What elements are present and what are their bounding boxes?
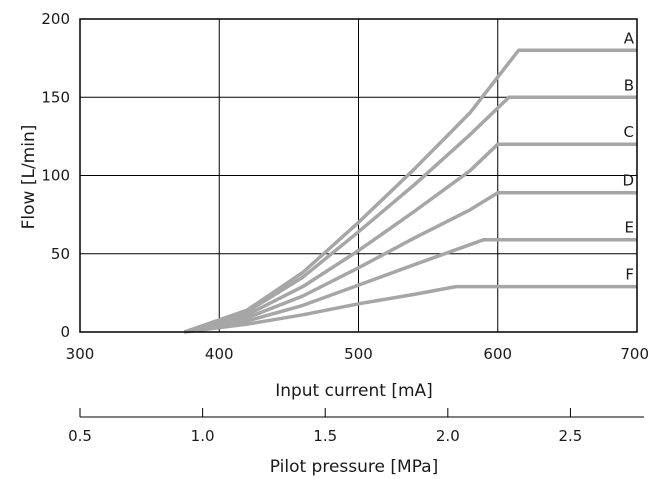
- y-tick-label: 50: [51, 245, 70, 263]
- series-line-f: [184, 284, 637, 334]
- secondary-tick-label: 0.5: [68, 427, 92, 445]
- series-line-d: [184, 190, 637, 334]
- y-tick-label: 150: [41, 88, 70, 106]
- y-tick-labels: 0 50 100 150 200: [41, 10, 70, 341]
- series-label-b: B: [624, 76, 634, 94]
- secondary-tick-label: 1.0: [191, 427, 215, 445]
- x-tick-label: 700: [620, 345, 649, 363]
- secondary-x-axis-title: Pilot pressure [MPa]: [270, 457, 438, 477]
- x-tick-label: 300: [66, 345, 95, 363]
- y-axis-title: Flow [L/min]: [19, 125, 39, 230]
- series-line-c: [183, 142, 637, 334]
- plot-frame: [79, 18, 638, 333]
- series-label-a: A: [624, 29, 635, 47]
- secondary-tick-label: 2.5: [559, 427, 583, 445]
- series-label-c: C: [624, 123, 634, 141]
- x-tick-label: 400: [205, 345, 234, 363]
- series-label-e: E: [625, 219, 634, 237]
- series-labels: A B C D E F: [622, 29, 634, 283]
- series-line-e: [184, 237, 637, 334]
- y-tick-label: 200: [41, 10, 70, 28]
- secondary-tick-label: 1.5: [313, 427, 337, 445]
- series-line-b: [183, 95, 637, 334]
- series-line-a: [183, 48, 637, 334]
- x-tick-label: 500: [344, 345, 373, 363]
- series-label-d: D: [622, 172, 634, 190]
- y-tick-label: 100: [41, 167, 70, 185]
- secondary-tick-label: 2.0: [436, 427, 460, 445]
- y-tick-label: 0: [60, 323, 70, 341]
- series-label-f: F: [625, 266, 634, 284]
- grid: [80, 19, 637, 332]
- secondary-axis: 0.5 1.0 1.5 2.0 2.5: [68, 408, 644, 445]
- series-layer: [183, 48, 637, 334]
- x-tick-label: 600: [483, 345, 512, 363]
- x-axis-title: Input current [mA]: [275, 381, 433, 401]
- x-tick-labels: 300 400 500 600 700: [66, 345, 649, 363]
